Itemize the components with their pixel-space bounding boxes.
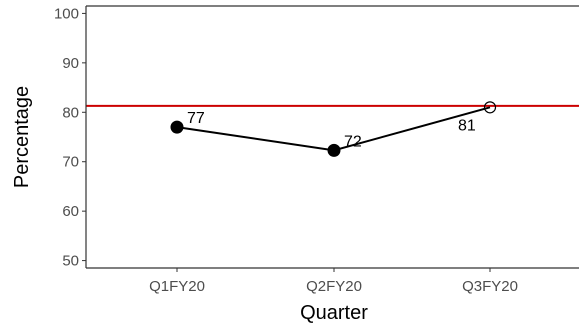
y-tick-label: 70 bbox=[62, 154, 79, 171]
x-tick-label: Q1FY20 bbox=[149, 278, 205, 295]
data-label: 81 bbox=[458, 117, 476, 134]
x-tick-label: Q3FY20 bbox=[462, 278, 518, 295]
y-tick-label: 50 bbox=[62, 253, 79, 270]
data-point bbox=[170, 120, 184, 134]
x-axis-title: Quarter bbox=[300, 302, 368, 324]
y-tick-label: 80 bbox=[62, 104, 79, 121]
y-tick-label: 60 bbox=[62, 203, 79, 220]
data-label: 77 bbox=[187, 110, 205, 127]
y-axis-title: Percentage bbox=[11, 86, 33, 188]
data-label: 72 bbox=[344, 133, 362, 150]
x-axis-ticks: Q1FY20 Q2FY20 Q3FY20 bbox=[149, 268, 518, 295]
x-tick-label: Q2FY20 bbox=[306, 278, 362, 295]
y-tick-label: 90 bbox=[62, 55, 79, 72]
data-point bbox=[327, 143, 341, 157]
y-tick-label: 100 bbox=[54, 5, 79, 22]
plot-panel bbox=[85, 5, 579, 269]
y-axis-ticks: 50 60 70 80 90 100 bbox=[54, 5, 86, 270]
series-group: 77 72 81 bbox=[170, 101, 497, 157]
data-point bbox=[483, 101, 497, 114]
